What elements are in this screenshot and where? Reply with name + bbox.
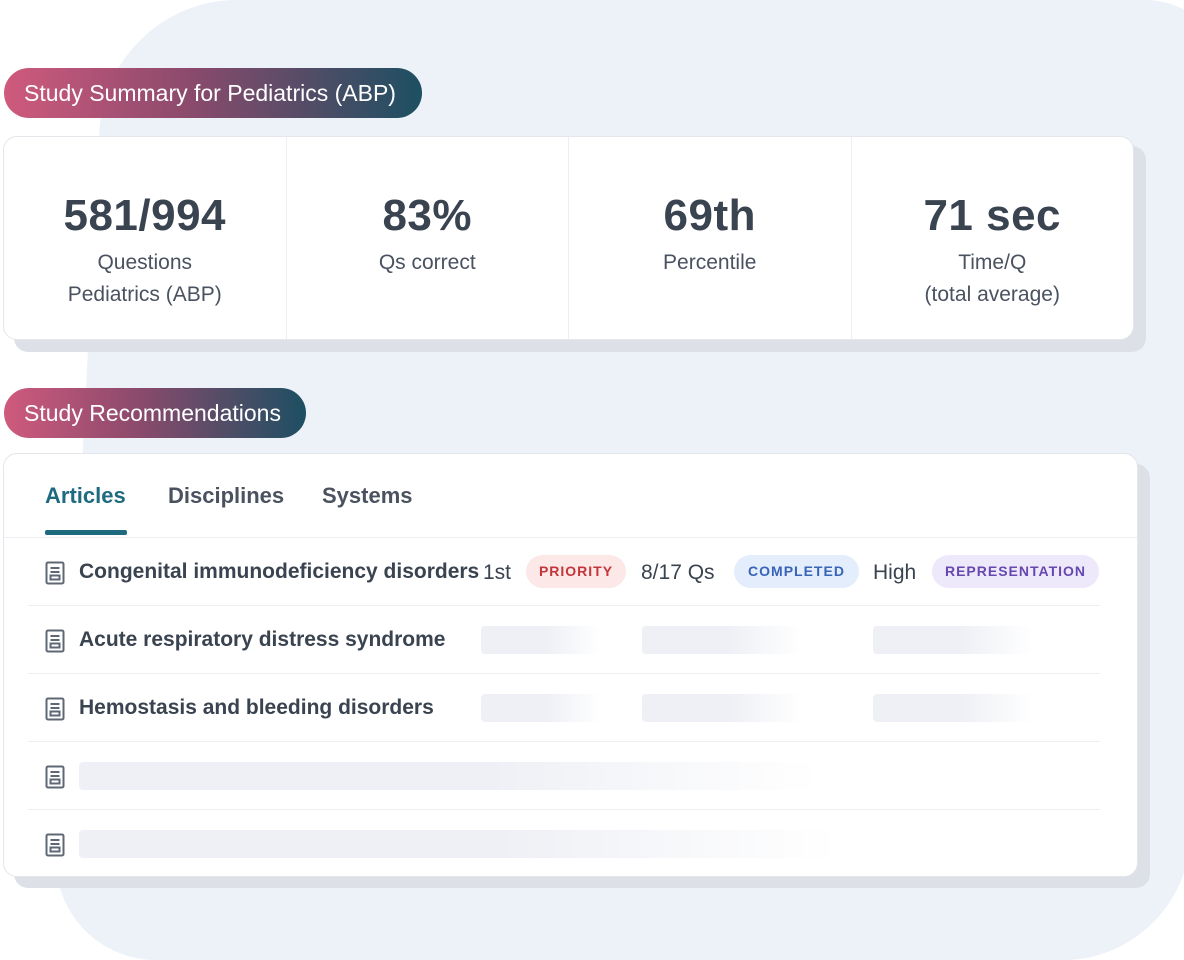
rank-value: 1st [483, 561, 512, 584]
recommendations-card: Articles Disciplines Systems Congenital … [3, 453, 1138, 877]
loading-placeholder [642, 626, 802, 654]
stat-value: 83% [382, 191, 473, 240]
tab-bar: Articles Disciplines Systems [4, 454, 1137, 538]
loading-placeholder [873, 694, 1033, 722]
article-row[interactable] [28, 810, 1100, 876]
representation-badge: REPRESENTATION [932, 555, 1099, 588]
stat-questions: 581/994 Questions Pediatrics (ABP) [4, 137, 287, 339]
study-recommendations-heading: Study Recommendations [4, 388, 306, 438]
stat-label: Qs correct [378, 251, 476, 274]
stat-value: 581/994 [63, 191, 227, 240]
completed-badge: COMPLETED [734, 555, 859, 588]
loading-placeholder [481, 694, 601, 722]
document-icon [45, 765, 65, 789]
stat-percentile: 69th Percentile [569, 137, 852, 339]
article-title[interactable]: Acute respiratory distress syndrome [79, 628, 446, 651]
stat-label: Percentile [663, 251, 757, 274]
tab-articles[interactable]: Articles [45, 483, 126, 508]
priority-badge: PRIORITY [526, 555, 626, 588]
article-title[interactable]: Hemostasis and bleeding disorders [79, 696, 434, 719]
loading-placeholder [79, 830, 839, 858]
stat-sublabel: (total average) [924, 283, 1060, 306]
stat-value: 69th [663, 191, 756, 240]
document-icon [45, 833, 65, 857]
level-value: High [873, 561, 917, 584]
loading-placeholder [79, 762, 819, 790]
study-summary-heading: Study Summary for Pediatrics (ABP) [4, 68, 422, 118]
article-title[interactable]: Congenital immunodeficiency disorders [79, 560, 480, 583]
article-row[interactable]: Hemostasis and bleeding disorders [28, 674, 1100, 742]
questions-value: 8/17 Qs [641, 561, 715, 584]
stat-label: Questions [97, 251, 193, 274]
document-icon [45, 561, 65, 585]
active-tab-indicator [45, 530, 127, 535]
tab-systems[interactable]: Systems [322, 483, 413, 508]
loading-placeholder [873, 626, 1033, 654]
article-row[interactable]: Acute respiratory distress syndrome [28, 606, 1100, 674]
document-icon [45, 697, 65, 721]
stat-correct: 83% Qs correct [287, 137, 569, 339]
article-row[interactable] [28, 742, 1100, 810]
document-icon [45, 629, 65, 653]
stat-value: 71 sec [923, 191, 1062, 240]
stat-time: 71 sec Time/Q (total average) [852, 137, 1134, 339]
summary-card: 581/994 Questions Pediatrics (ABP) 83% Q… [3, 136, 1134, 340]
tab-disciplines[interactable]: Disciplines [168, 483, 285, 508]
loading-placeholder [642, 694, 802, 722]
stat-label: Time/Q [958, 251, 1027, 274]
article-row[interactable]: Congenital immunodeficiency disorders 1s… [28, 538, 1100, 606]
loading-placeholder [481, 626, 601, 654]
stat-sublabel: Pediatrics (ABP) [67, 283, 222, 306]
